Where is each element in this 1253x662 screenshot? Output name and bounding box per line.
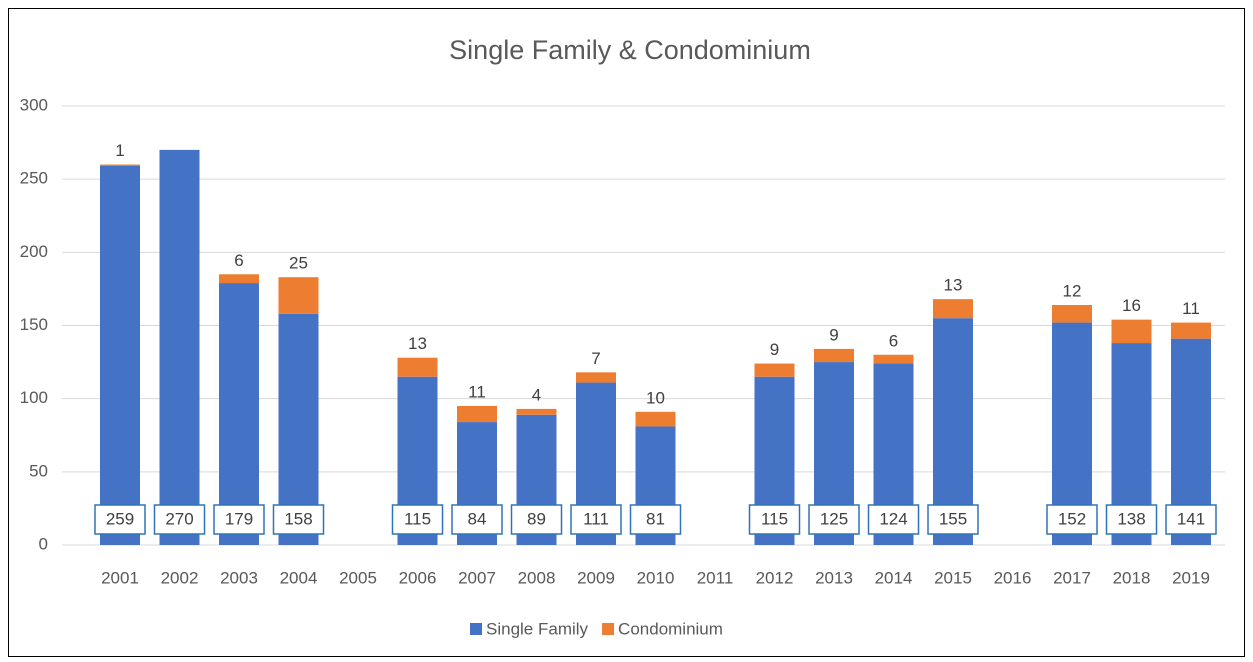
y-tick-label: 150 — [20, 315, 48, 334]
bar-segment — [397, 357, 438, 377]
y-tick-label: 200 — [20, 242, 48, 261]
data-label: 25 — [289, 254, 308, 273]
data-label: 259 — [106, 509, 134, 528]
data-label: 179 — [225, 509, 253, 528]
bar-segment — [635, 411, 676, 427]
bar-segment — [278, 277, 319, 314]
x-tick-label: 2005 — [339, 568, 377, 587]
bar-segment — [219, 274, 259, 284]
x-tick-label: 2010 — [637, 568, 675, 587]
legend-swatch — [470, 623, 482, 635]
y-tick-label: 300 — [20, 95, 48, 114]
legend-label: Condominium — [618, 619, 723, 638]
data-label: 13 — [408, 334, 427, 353]
data-label-box — [451, 504, 503, 535]
data-label-box — [927, 504, 979, 535]
x-tick-label: 2003 — [220, 568, 258, 587]
y-tick-label: 100 — [20, 388, 48, 407]
data-label: 138 — [1117, 509, 1145, 528]
data-label: 152 — [1058, 509, 1086, 528]
x-tick-label: 2013 — [815, 568, 853, 587]
data-label: 115 — [761, 509, 788, 528]
data-label: 270 — [165, 509, 193, 528]
x-tick-label: 2017 — [1053, 568, 1091, 587]
bar-segment — [873, 354, 914, 364]
data-label-box — [94, 504, 146, 535]
data-label: 155 — [939, 509, 967, 528]
data-label: 111 — [583, 509, 609, 528]
x-tick-label: 2008 — [518, 568, 556, 587]
chart-border — [8, 8, 1245, 657]
data-label-box — [153, 504, 206, 535]
bar-segment — [100, 164, 140, 166]
y-tick-label: 0 — [39, 534, 48, 553]
bar-segment — [100, 165, 140, 545]
data-label-box — [510, 504, 563, 535]
x-tick-label: 2004 — [280, 568, 318, 587]
bar-segment — [516, 408, 557, 415]
x-tick-label: 2019 — [1172, 568, 1210, 587]
x-tick-label: 2009 — [577, 568, 615, 587]
data-label: 158 — [284, 509, 312, 528]
data-label: 9 — [829, 325, 838, 344]
data-label: 124 — [879, 509, 907, 528]
data-label: 81 — [646, 509, 665, 528]
data-label: 125 — [820, 509, 848, 528]
data-label-box — [748, 504, 801, 535]
data-label: 7 — [591, 349, 600, 368]
legend-label: Single Family — [486, 619, 589, 638]
data-label: 10 — [646, 388, 665, 407]
data-label-box — [213, 504, 265, 535]
x-tick-label: 2007 — [458, 568, 496, 587]
y-tick-label: 50 — [29, 461, 48, 480]
data-label: 16 — [1122, 296, 1141, 315]
x-tick-label: 2006 — [399, 568, 437, 587]
data-label: 11 — [1182, 299, 1200, 318]
data-label-box — [1105, 504, 1158, 535]
data-label-box — [391, 504, 444, 535]
data-label: 12 — [1063, 281, 1082, 300]
x-tick-label: 2002 — [161, 568, 199, 587]
chart-title: Single Family & Condominium — [449, 35, 811, 65]
bar-segment — [219, 283, 259, 545]
data-label: 13 — [944, 276, 963, 295]
bar-segment — [933, 299, 973, 319]
data-label: 84 — [468, 509, 487, 528]
x-tick-label: 2015 — [934, 568, 972, 587]
y-tick-label: 250 — [20, 169, 48, 188]
x-tick-label: 2011 — [697, 568, 734, 587]
data-label: 6 — [889, 331, 898, 350]
x-tick-label: 2001 — [101, 568, 139, 587]
bar-segment — [814, 348, 854, 363]
data-label: 4 — [532, 385, 541, 404]
data-label: 9 — [770, 340, 779, 359]
data-label: 11 — [468, 382, 486, 401]
data-label-box — [570, 504, 622, 535]
bar-segment — [457, 405, 497, 423]
x-tick-label: 2016 — [994, 568, 1032, 587]
bar-segment — [576, 372, 616, 383]
data-label: 141 — [1177, 509, 1205, 528]
data-label-box — [1165, 504, 1217, 535]
data-label-box — [808, 504, 860, 535]
bar-segment — [1111, 319, 1152, 344]
bar-segment — [159, 149, 200, 545]
x-tick-label: 2012 — [756, 568, 794, 587]
data-label: 115 — [404, 509, 431, 528]
bar-segment — [1171, 322, 1211, 339]
data-label-box — [867, 504, 920, 535]
data-label: 89 — [527, 509, 546, 528]
data-label: 6 — [234, 251, 243, 270]
x-tick-label: 2018 — [1113, 568, 1151, 587]
data-label-box — [272, 504, 325, 535]
data-label-box — [629, 504, 682, 535]
x-tick-label: 2014 — [875, 568, 913, 587]
data-label: 1 — [115, 141, 124, 160]
legend-swatch — [602, 623, 615, 635]
bar-segment — [754, 363, 795, 377]
data-label-box — [1046, 504, 1098, 535]
bar-segment — [1052, 305, 1092, 323]
